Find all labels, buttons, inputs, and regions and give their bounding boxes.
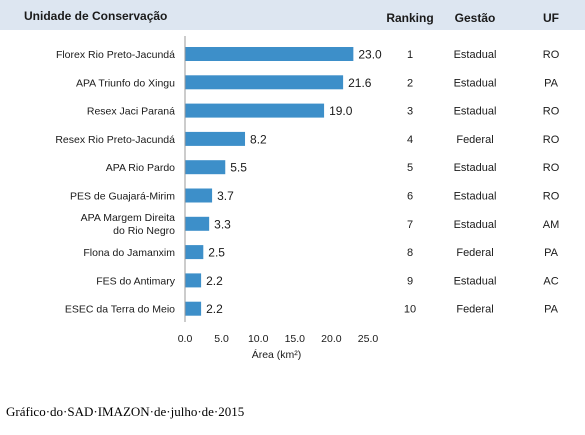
ranking-cell-3: 3 xyxy=(407,106,413,118)
header-band xyxy=(0,0,585,30)
x-tick-label-3: 10.0 xyxy=(248,333,269,345)
x-axis-label: Área (km²) xyxy=(252,348,302,361)
uf-cell-10: PA xyxy=(544,304,559,316)
uf-cell-7: AM xyxy=(543,219,560,231)
gestao-cell-10: Federal xyxy=(456,304,493,316)
bar-10 xyxy=(185,301,202,316)
ranking-cell-6: 6 xyxy=(407,191,413,203)
bar-1 xyxy=(185,47,354,61)
x-tick-label-6: 25.0 xyxy=(358,333,379,345)
ranking-cell-5: 5 xyxy=(407,162,413,174)
bar-9 xyxy=(185,273,202,288)
header-gestao: Gestão xyxy=(455,11,496,25)
uf-cell-8: PA xyxy=(544,247,559,259)
category-label-6: PES de Guajará-Mirim xyxy=(70,191,175,203)
value-label-9: 2.2 xyxy=(206,274,223,288)
gestao-cell-5: Estadual xyxy=(454,162,497,174)
ranking-cell-7: 7 xyxy=(407,219,413,231)
ranking-cell-9: 9 xyxy=(407,275,413,287)
figure-caption: Gráfico·do·SAD·IMAZON·de·julho·de·2015 xyxy=(6,404,245,419)
value-label-7: 3.3 xyxy=(214,217,231,231)
category-label-4: Resex Rio Preto-Jacundá xyxy=(55,134,175,146)
category-label-10: ESEC da Terra do Meio xyxy=(65,304,175,316)
header-ranking: Ranking xyxy=(386,11,433,25)
uf-cell-5: RO xyxy=(543,162,560,174)
value-label-1: 23.0 xyxy=(358,48,382,62)
gestao-cell-1: Estadual xyxy=(454,49,497,61)
x-tick-label-5: 20.0 xyxy=(321,333,342,345)
bar-6 xyxy=(185,188,213,203)
category-label-7-line-2: do Rio Negro xyxy=(113,225,175,237)
bar-8 xyxy=(185,245,204,260)
header-unit-label: Unidade de Conservação xyxy=(24,9,167,23)
gestao-cell-9: Estadual xyxy=(454,275,497,287)
value-label-6: 3.7 xyxy=(217,189,234,203)
ranking-cell-10: 10 xyxy=(404,304,416,316)
uf-cell-3: RO xyxy=(543,106,560,118)
ranking-cell-2: 2 xyxy=(407,77,413,89)
value-label-10: 2.2 xyxy=(206,302,223,316)
value-label-3: 19.0 xyxy=(329,104,353,118)
bar-5 xyxy=(185,160,226,175)
chart-figure: Unidade de Conservação Ranking Gestão UF… xyxy=(0,0,585,361)
category-label-3: Resex Jaci Paraná xyxy=(87,106,175,118)
uf-cell-9: AC xyxy=(543,275,558,287)
header-uf: UF xyxy=(543,11,559,25)
value-label-5: 5.5 xyxy=(230,161,247,175)
category-label-8: Flona do Jamanxim xyxy=(83,247,175,259)
x-tick-label-2: 5.0 xyxy=(214,333,229,345)
ranking-cell-1: 1 xyxy=(407,49,413,61)
uf-cell-2: PA xyxy=(544,77,559,89)
gestao-cell-3: Estadual xyxy=(454,106,497,118)
gestao-cell-8: Federal xyxy=(456,247,493,259)
value-label-2: 21.6 xyxy=(348,76,372,90)
ranking-cell-4: 4 xyxy=(407,134,413,146)
category-label-5: APA Rio Pardo xyxy=(106,162,175,174)
category-label-1: Florex Rio Preto-Jacundá xyxy=(56,49,175,61)
uf-cell-6: RO xyxy=(543,191,560,203)
category-label-9: FES do Antimary xyxy=(96,275,176,287)
gestao-cell-6: Estadual xyxy=(454,191,497,203)
ranking-cell-8: 8 xyxy=(407,247,413,259)
gestao-cell-7: Estadual xyxy=(454,219,497,231)
category-label-2: APA Triunfo do Xingu xyxy=(76,77,175,89)
gestao-cell-2: Estadual xyxy=(454,77,497,89)
bar-7 xyxy=(185,216,210,231)
bar-3 xyxy=(185,103,325,118)
value-label-4: 8.2 xyxy=(250,132,267,146)
bar-2 xyxy=(185,75,344,90)
value-label-8: 2.5 xyxy=(208,246,225,260)
gestao-cell-4: Federal xyxy=(456,134,493,146)
x-tick-label-4: 15.0 xyxy=(285,333,306,345)
uf-cell-1: RO xyxy=(543,49,560,61)
plot-area: 23.0 Florex Rio Preto-Jacundá 1 Estadual RO 2… xyxy=(55,36,560,361)
uf-cell-4: RO xyxy=(543,134,560,146)
category-label-7-line-1: APA Margem Direita xyxy=(81,212,175,224)
bar-4 xyxy=(185,131,246,146)
x-tick-label-1: 0.0 xyxy=(178,333,193,345)
